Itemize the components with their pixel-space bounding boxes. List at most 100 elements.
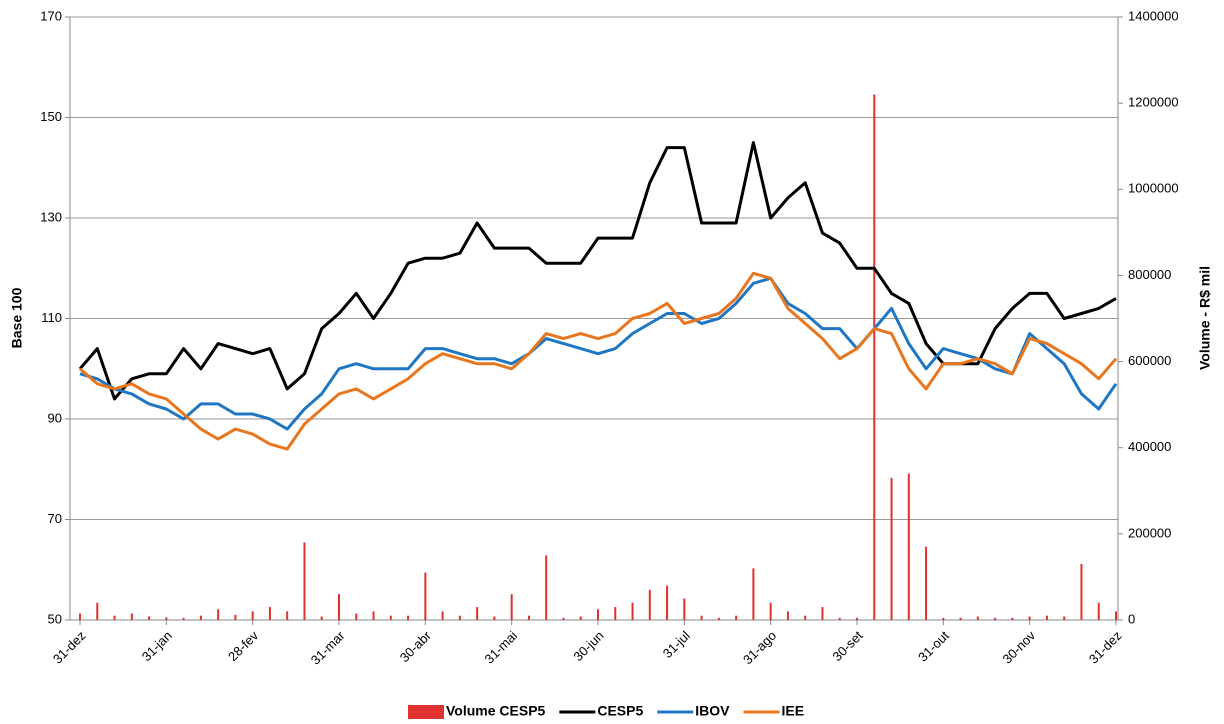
volume-bar bbox=[648, 589, 651, 620]
volume-bar bbox=[1097, 602, 1100, 620]
volume-bar bbox=[683, 598, 686, 620]
legend-label: IBOV bbox=[695, 703, 730, 719]
y-tick-label: 90 bbox=[48, 410, 62, 425]
x-tick-label: 31-mar bbox=[308, 627, 348, 667]
volume-bar bbox=[1011, 617, 1014, 620]
line-series bbox=[79, 271, 1118, 451]
x-tick-label: 30-set bbox=[829, 628, 865, 664]
volume-bar bbox=[925, 546, 928, 620]
x-tick-label: 31-jul bbox=[660, 628, 693, 661]
volume-bar bbox=[286, 611, 289, 620]
legend-label: Volume CESP5 bbox=[446, 703, 546, 719]
y2-tick-label: 400000 bbox=[1128, 439, 1171, 454]
volume-bar bbox=[510, 594, 513, 620]
x-tick-label: 31-jan bbox=[139, 628, 175, 664]
volume-bar bbox=[804, 615, 807, 620]
volume-bar bbox=[994, 617, 997, 620]
y2-tick-label: 200000 bbox=[1128, 525, 1171, 540]
volume-bar bbox=[614, 607, 617, 620]
y-tick-label: 50 bbox=[48, 611, 62, 626]
volume-bar bbox=[458, 615, 461, 620]
legend-label: IEE bbox=[781, 703, 804, 719]
volume-bar bbox=[96, 602, 99, 620]
volume-bar bbox=[493, 616, 496, 620]
volume-bar bbox=[1045, 615, 1048, 620]
volume-bar bbox=[1028, 616, 1031, 620]
x-tick-label: 30-nov bbox=[1000, 628, 1039, 667]
volume-bar bbox=[527, 615, 530, 620]
volume-bar bbox=[148, 616, 151, 620]
volume-bar bbox=[424, 572, 427, 620]
volume-bar bbox=[838, 617, 841, 620]
line-series bbox=[78, 141, 1117, 401]
x-tick-label: 31-ago bbox=[740, 628, 779, 667]
y-tick-label: 170 bbox=[40, 8, 62, 23]
y-tick-label: 70 bbox=[48, 511, 62, 526]
volume-bar bbox=[199, 615, 202, 620]
volume-bar bbox=[407, 615, 410, 620]
volume-bar bbox=[1080, 564, 1083, 620]
volume-bar bbox=[113, 615, 116, 620]
volume-bar bbox=[959, 617, 962, 620]
y2-tick-label: 1000000 bbox=[1128, 181, 1179, 196]
volume-bar bbox=[79, 613, 81, 620]
volume-bar bbox=[545, 555, 548, 620]
x-tick-label: 28-fev bbox=[225, 628, 262, 665]
volume-bar bbox=[717, 617, 720, 620]
volume-bar bbox=[441, 611, 444, 620]
x-tick-label: 30-jun bbox=[570, 628, 606, 664]
y-tick-label: 150 bbox=[40, 109, 62, 124]
legend-swatch bbox=[408, 705, 444, 719]
volume-bar bbox=[579, 616, 582, 620]
volume-bar bbox=[1115, 611, 1117, 620]
volume-bar bbox=[666, 585, 669, 620]
volume-bar bbox=[873, 94, 876, 621]
legend-label: CESP5 bbox=[597, 703, 643, 719]
volume-bar bbox=[786, 611, 789, 620]
y-tick-label: 130 bbox=[40, 209, 62, 224]
x-tick-label: 31-mai bbox=[482, 628, 521, 667]
volume-bar bbox=[372, 611, 375, 620]
volume-bar bbox=[476, 607, 479, 620]
y2-tick-label: 800000 bbox=[1128, 267, 1171, 282]
volume-bar bbox=[165, 617, 168, 620]
volume-bar bbox=[942, 617, 945, 620]
y-tick-label: 110 bbox=[41, 310, 62, 325]
volume-bar bbox=[735, 615, 738, 620]
volume-bar bbox=[234, 614, 237, 620]
y2-tick-label: 0 bbox=[1128, 611, 1135, 626]
y2-tick-label: 1200000 bbox=[1128, 95, 1179, 110]
volume-bar bbox=[907, 473, 910, 620]
volume-bar bbox=[251, 611, 254, 620]
y-axis-title: Base 100 bbox=[9, 287, 25, 348]
y2-tick-label: 1400000 bbox=[1128, 8, 1179, 23]
y2-axis-title: Volume - R$ mil bbox=[1197, 266, 1213, 370]
volume-bar bbox=[303, 542, 306, 620]
volume-bar bbox=[769, 602, 772, 620]
volume-bar bbox=[320, 616, 323, 620]
volume-bar bbox=[355, 613, 358, 620]
volume-bar bbox=[217, 609, 220, 620]
y2-tick-label: 600000 bbox=[1128, 353, 1171, 368]
volume-bar bbox=[752, 568, 755, 620]
x-tick-label: 31-dez bbox=[50, 628, 89, 667]
volume-bar bbox=[700, 615, 703, 620]
volume-bar bbox=[856, 617, 858, 620]
volume-bar bbox=[821, 607, 824, 620]
volume-bar bbox=[338, 594, 340, 620]
volume-bar bbox=[1063, 616, 1066, 620]
line-series bbox=[79, 276, 1118, 431]
x-tick-label: 30-abr bbox=[397, 627, 435, 665]
volume-bar bbox=[268, 607, 271, 620]
volume-bar bbox=[597, 609, 599, 620]
volume-bar bbox=[890, 477, 893, 620]
x-tick-label: 31-out bbox=[915, 628, 952, 665]
volume-bar bbox=[631, 602, 634, 620]
volume-bar bbox=[976, 616, 979, 620]
volume-bar bbox=[182, 617, 185, 620]
volume-bar bbox=[389, 615, 392, 620]
x-tick-label: 31-dez bbox=[1086, 628, 1125, 667]
volume-bar bbox=[130, 613, 133, 620]
volume-bar bbox=[562, 617, 565, 620]
